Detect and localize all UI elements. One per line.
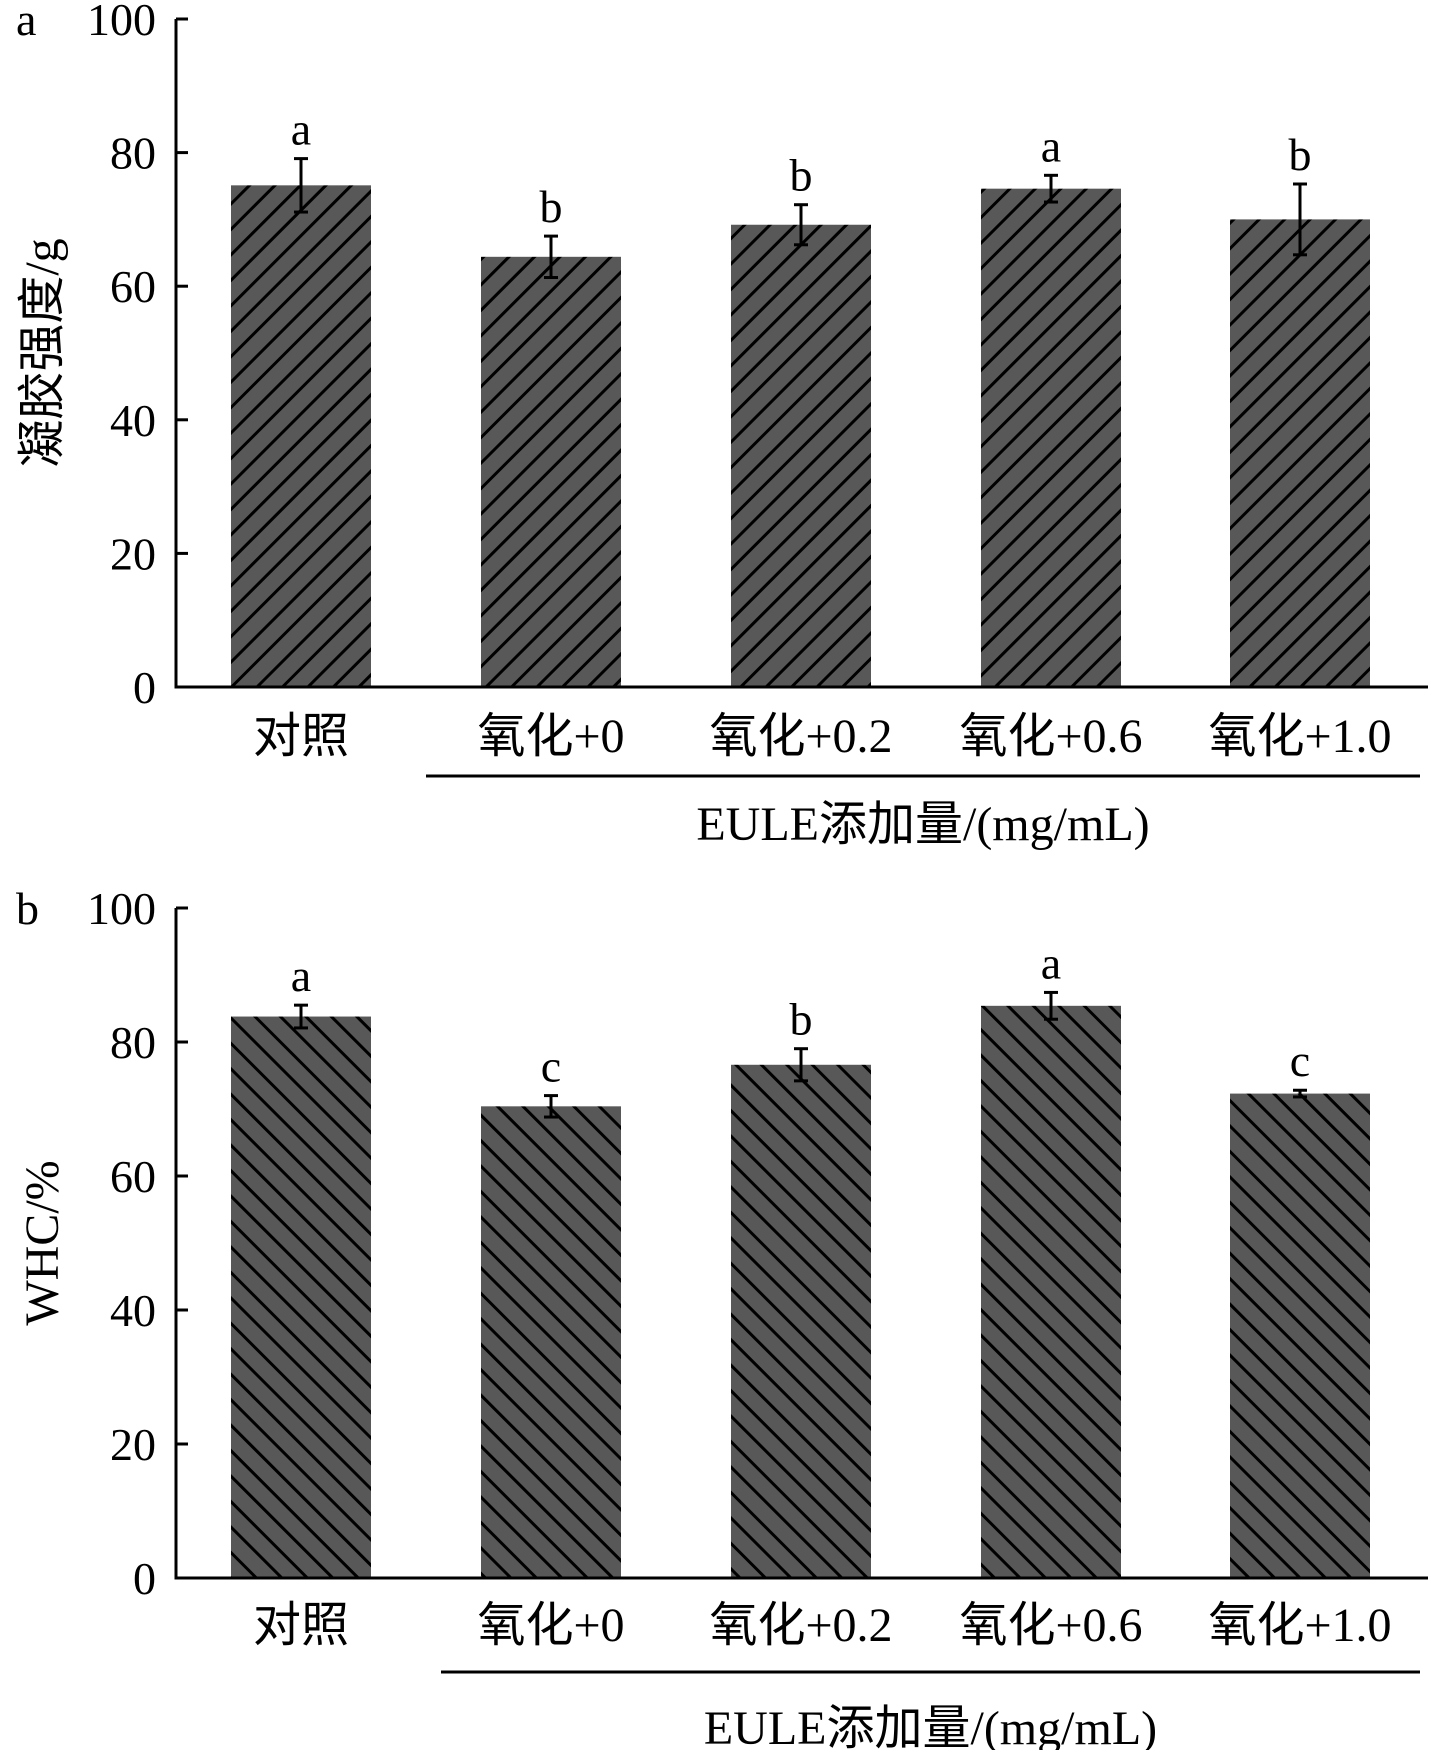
bar-0: [231, 1016, 371, 1578]
significance-label-4: b: [1289, 129, 1312, 180]
error-bar-4: [1293, 1088, 1307, 1099]
error-bar-2: [794, 203, 808, 247]
y-tick-label-1: 20: [110, 528, 156, 579]
x-tick-label-4: 氧化+1.0: [1208, 1599, 1391, 1652]
y-tick-label-5: 100: [87, 883, 156, 934]
error-bar-2: [794, 1047, 808, 1083]
x-tick-label-0: 对照: [253, 710, 349, 763]
x-tick-label-3: 氧化+0.6: [959, 1599, 1142, 1652]
significance-label-3: a: [1041, 120, 1061, 171]
significance-label-0: a: [291, 104, 311, 155]
y-tick-label-0: 0: [133, 1553, 156, 1604]
x-axis-title: EULE添加量/(mg/mL): [704, 1702, 1157, 1750]
x-axis-title: EULE添加量/(mg/mL): [696, 798, 1149, 851]
chart-panel-a: a 对照 b 氧化+0 b 氧化+0.2 a 氧化+0.6 b 氧化+1.0 0 20 40 60 80 10…: [16, 0, 1428, 851]
x-tick-label-1: 氧化+0: [477, 710, 624, 763]
bar-2: [731, 224, 871, 687]
y-axis-title: 凝胶强度/g: [16, 238, 69, 467]
significance-label-1: b: [540, 181, 563, 232]
panel-label: a: [16, 0, 36, 45]
x-tick-label-2: 氧化+0.2: [709, 710, 892, 763]
bar-1: [481, 256, 621, 687]
error-bar-3: [1044, 990, 1058, 1021]
chart-panel-b: a 对照 c 氧化+0 b 氧化+0.2 a 氧化+0.6 c 氧化+1.0 0 20 40 60 80 10…: [16, 883, 1428, 1750]
significance-label-3: a: [1041, 937, 1061, 988]
panel-label: b: [16, 883, 39, 934]
y-tick-label-2: 40: [110, 395, 156, 446]
error-bar-4: [1293, 182, 1307, 257]
error-bar-0: [294, 1003, 308, 1030]
error-bar-1: [544, 1094, 558, 1119]
error-bar-3: [1044, 173, 1058, 204]
bar-0: [231, 185, 371, 687]
y-tick-label-1: 20: [110, 1419, 156, 1470]
x-tick-label-4: 氧化+1.0: [1208, 710, 1391, 763]
x-tick-label-1: 氧化+0: [477, 1599, 624, 1652]
significance-label-2: b: [790, 150, 813, 201]
y-axis-title: WHC/%: [16, 1160, 69, 1325]
y-tick-label-3: 60: [110, 1151, 156, 1202]
bar-2: [731, 1064, 871, 1578]
significance-label-4: c: [1290, 1035, 1310, 1086]
y-tick-label-4: 80: [110, 128, 156, 179]
bar-4: [1230, 1093, 1370, 1578]
bar-3: [981, 188, 1121, 687]
bar-3: [981, 1005, 1121, 1578]
significance-label-2: b: [790, 994, 813, 1045]
bar-4: [1230, 219, 1370, 687]
y-tick-label-0: 0: [133, 662, 156, 713]
x-tick-label-2: 氧化+0.2: [709, 1599, 892, 1652]
x-tick-label-0: 对照: [253, 1599, 349, 1652]
error-bar-1: [544, 234, 558, 280]
significance-label-0: a: [291, 950, 311, 1001]
y-tick-label-4: 80: [110, 1017, 156, 1068]
x-tick-label-3: 氧化+0.6: [959, 710, 1142, 763]
bar-1: [481, 1106, 621, 1578]
y-tick-label-5: 100: [87, 0, 156, 45]
y-tick-label-3: 60: [110, 261, 156, 312]
error-bar-0: [294, 157, 308, 214]
significance-label-1: c: [541, 1041, 561, 1092]
y-tick-label-2: 40: [110, 1285, 156, 1336]
